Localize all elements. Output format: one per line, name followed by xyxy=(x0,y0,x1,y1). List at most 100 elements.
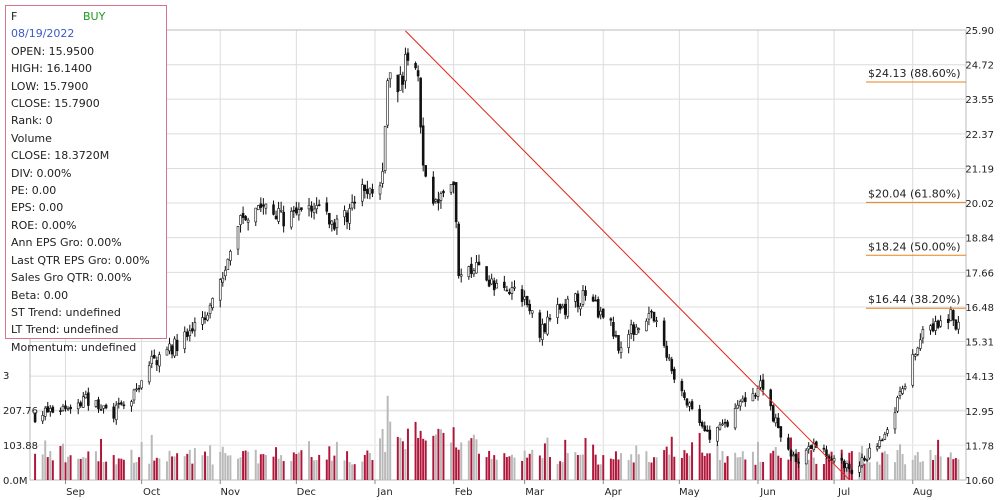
candle-body xyxy=(404,54,407,82)
candle-body xyxy=(368,187,372,195)
volume-bar xyxy=(282,461,285,480)
volume-bar xyxy=(881,452,884,480)
candle-body xyxy=(236,226,240,250)
volume-bar xyxy=(452,427,455,480)
volume-bar xyxy=(594,454,597,480)
volume-tick-label: 207.76 xyxy=(3,406,38,417)
volume-bar xyxy=(457,449,460,480)
volume-bar xyxy=(371,460,374,480)
volume-bar xyxy=(830,451,833,480)
candle-body xyxy=(229,251,232,261)
candle-body xyxy=(683,392,686,398)
candle-body xyxy=(348,208,351,224)
fib-level-label: $16.44 (38.20%) xyxy=(868,293,961,306)
volume-bar xyxy=(115,464,118,480)
volume-bar xyxy=(706,453,709,480)
candle-body xyxy=(224,269,227,277)
volume-bar xyxy=(318,454,321,480)
fib-level-label: $20.04 (61.80%) xyxy=(868,187,961,200)
volume-bar xyxy=(51,460,54,480)
candle-body xyxy=(419,77,422,128)
volume-bar xyxy=(69,455,72,480)
volume-bar xyxy=(488,450,491,480)
candle-body xyxy=(183,331,187,349)
candle-body xyxy=(523,296,526,300)
candle-body xyxy=(807,446,811,450)
volume-bar xyxy=(361,461,364,480)
candle-body xyxy=(333,222,336,230)
grid-lines xyxy=(29,29,967,481)
volume-bar xyxy=(226,455,229,480)
volume-bar xyxy=(176,453,179,480)
candle-body xyxy=(158,354,161,367)
candle-body xyxy=(863,457,866,461)
volume-bar xyxy=(275,447,278,480)
candle-body xyxy=(49,408,52,412)
price-tick-label: 12.95 xyxy=(965,407,994,418)
volume-bar xyxy=(97,461,100,480)
candle-body xyxy=(61,406,65,411)
candle-body xyxy=(434,199,438,202)
volume-bar xyxy=(741,451,744,480)
volume-bar xyxy=(277,458,280,480)
volume-bar xyxy=(528,453,531,480)
candle-body xyxy=(117,402,121,405)
volume-bar xyxy=(734,452,737,480)
volume-bar xyxy=(204,451,207,480)
volume-bar xyxy=(757,441,759,480)
candle-body xyxy=(388,72,392,80)
candle-body xyxy=(300,207,303,210)
candle-body xyxy=(457,223,460,277)
volume-bar xyxy=(366,450,369,480)
volume-bar xyxy=(46,457,49,480)
price-tick-label: 24.72 xyxy=(965,61,994,72)
volume-bar xyxy=(721,451,724,480)
volume-bar xyxy=(158,458,161,480)
candle-body xyxy=(120,402,123,405)
info-line: EPS: 0.00 xyxy=(11,201,64,215)
volume-bar xyxy=(883,451,886,480)
volume-bar xyxy=(206,455,209,480)
candle-body xyxy=(328,213,331,225)
candle-body xyxy=(761,379,765,390)
candle-body xyxy=(804,449,808,465)
price-tick-label: 18.84 xyxy=(965,234,994,245)
fib-level-label: $24.13 (88.60%) xyxy=(868,67,961,80)
volume-bar xyxy=(297,452,300,480)
candle-body xyxy=(946,318,950,323)
candle-body xyxy=(617,335,620,351)
candle-body xyxy=(936,320,940,328)
candle-body xyxy=(850,469,854,474)
volume-bar xyxy=(41,454,44,480)
candle-body xyxy=(878,440,882,447)
volume-bar xyxy=(100,438,103,480)
volume-bar xyxy=(424,440,427,480)
info-line: Momentum: undefined xyxy=(11,340,137,354)
info-line: Sales Gro QTR: 0.00% xyxy=(11,271,132,285)
price-tick-label: 21.19 xyxy=(965,165,994,176)
info-line: OPEN: 15.9500 xyxy=(11,44,95,58)
volume-bar xyxy=(328,446,331,480)
volume-bar xyxy=(759,461,762,480)
candle-body xyxy=(645,320,648,332)
info-line: LT Trend: undefined xyxy=(11,323,119,337)
candle-body xyxy=(868,447,871,459)
candle-body xyxy=(432,176,435,204)
candle-body xyxy=(690,401,694,410)
volume-bar xyxy=(381,428,384,480)
candle-body xyxy=(911,354,915,386)
volume-bar xyxy=(620,453,623,480)
date-tick-label: Apr xyxy=(605,487,623,498)
volume-bar xyxy=(130,449,133,480)
candle-body xyxy=(188,330,192,336)
candle-body xyxy=(721,423,724,426)
candle-body xyxy=(744,397,747,402)
candle-body xyxy=(454,182,458,223)
candle-body xyxy=(939,320,942,327)
volume-bar xyxy=(617,459,620,480)
volume-bar xyxy=(308,441,311,480)
volume-bar xyxy=(485,457,488,480)
volume-bar xyxy=(138,457,141,480)
volume-bar xyxy=(135,461,138,480)
volume-bar xyxy=(186,453,189,480)
